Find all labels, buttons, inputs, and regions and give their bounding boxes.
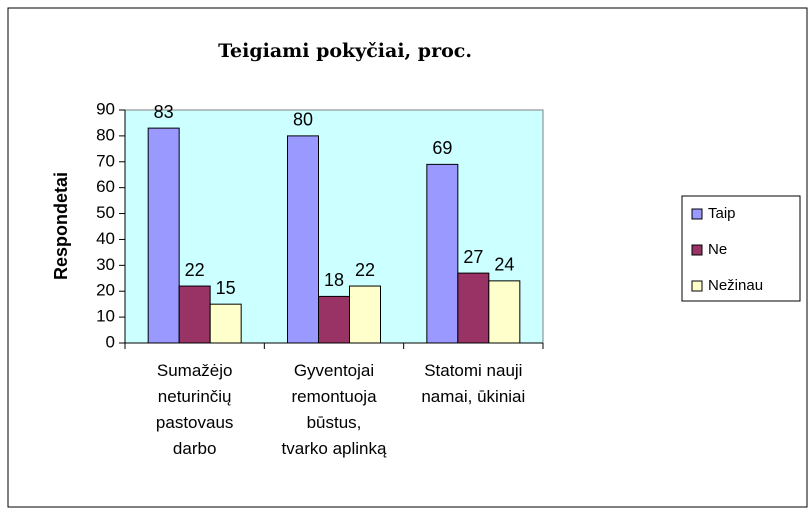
y-tick-label: 80 xyxy=(96,125,115,144)
y-tick-label: 50 xyxy=(96,203,115,222)
legend-swatch xyxy=(691,280,703,292)
data-label: 18 xyxy=(324,270,344,290)
legend-label: Ne xyxy=(708,241,727,258)
y-tick-label: 90 xyxy=(96,99,115,118)
legend-swatch xyxy=(691,208,703,220)
data-label: 22 xyxy=(355,260,375,280)
bar xyxy=(147,127,180,344)
y-tick-label: 20 xyxy=(96,281,115,300)
legend-label: Nežinau xyxy=(708,277,763,294)
y-axis-label: Respondetai xyxy=(51,172,71,280)
bar xyxy=(287,135,319,344)
data-label: 27 xyxy=(463,247,483,267)
bar xyxy=(318,295,350,344)
bar xyxy=(178,285,211,344)
legend-swatch xyxy=(691,244,703,256)
y-tick-label: 10 xyxy=(96,307,115,326)
bar xyxy=(457,272,490,344)
data-label: 24 xyxy=(494,255,514,275)
x-tick-label: Sumažėjo neturinčių pastovaus darbo xyxy=(156,361,234,458)
y-tick-label: 30 xyxy=(96,255,115,274)
y-tick-label: 0 xyxy=(106,332,115,351)
chart-title: Teigiami pokyčiai, proc. xyxy=(218,40,472,62)
bar xyxy=(209,303,242,344)
y-tick-label: 70 xyxy=(96,151,115,170)
data-label: 22 xyxy=(185,260,205,280)
bar xyxy=(426,163,459,344)
bar xyxy=(349,285,381,344)
x-tick-label: Gyventojai remontuoja būstus, tvarko aplink… xyxy=(282,361,387,458)
bar xyxy=(488,280,521,344)
y-tick-label: 60 xyxy=(96,177,115,196)
data-label: 80 xyxy=(293,110,313,130)
legend-label: Taip xyxy=(708,205,736,222)
y-tick-label: 40 xyxy=(96,229,115,248)
x-tick-label: Statomi nauji namai, ūkiniai xyxy=(421,361,525,406)
data-label: 69 xyxy=(432,138,452,158)
data-label: 83 xyxy=(154,102,174,122)
data-label: 15 xyxy=(216,278,236,298)
